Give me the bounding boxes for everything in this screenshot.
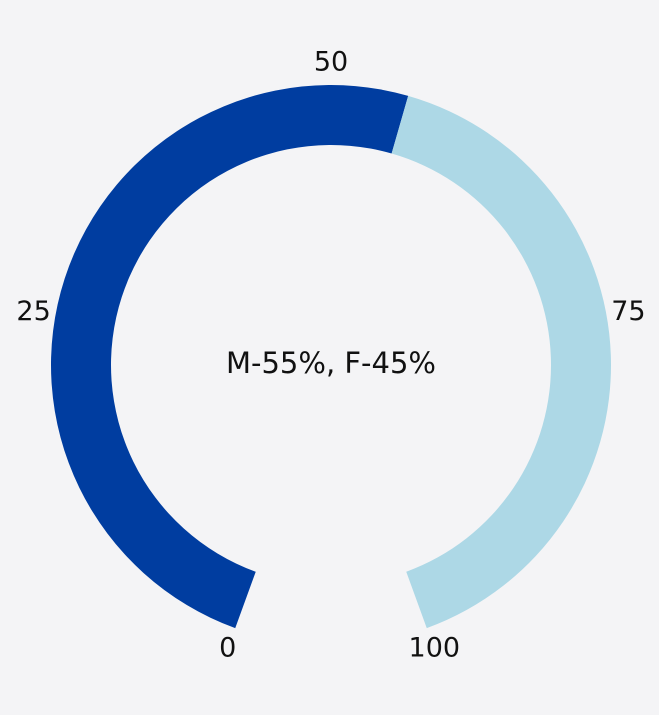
gauge-segment xyxy=(391,95,612,629)
tick-label: 75 xyxy=(611,296,645,327)
tick-label: 100 xyxy=(409,632,461,663)
tick-label: 25 xyxy=(16,296,50,327)
gauge-segment xyxy=(50,84,409,629)
tick-label: 50 xyxy=(314,47,348,78)
center-label: M-55%, F-45% xyxy=(226,346,436,380)
tick-label: 0 xyxy=(219,632,236,663)
